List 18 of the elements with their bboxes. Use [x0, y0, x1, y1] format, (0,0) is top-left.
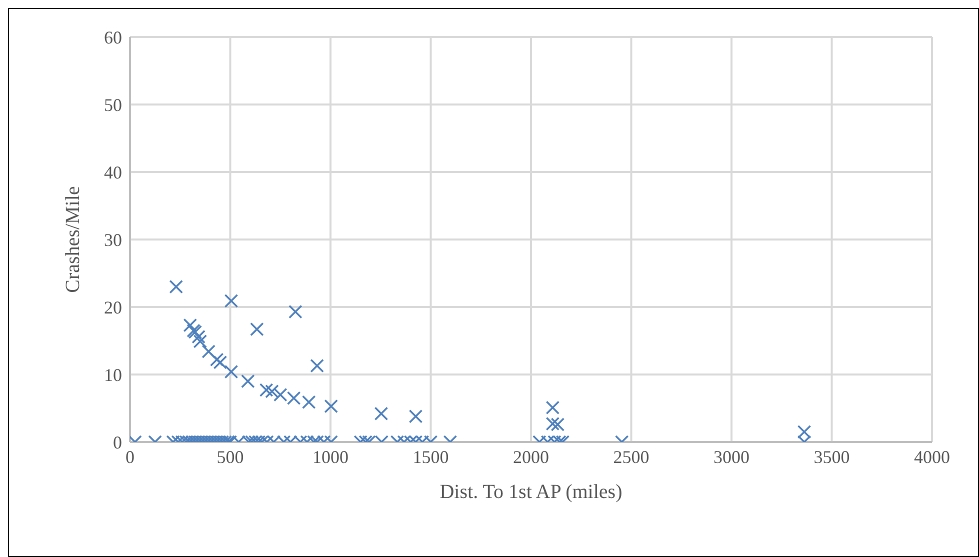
x-axis-title: Dist. To 1st AP (miles): [440, 481, 622, 503]
x-tick-label: 3000: [714, 446, 750, 467]
x-tick-label: 500: [216, 446, 244, 467]
y-tick-label: 30: [104, 230, 122, 250]
x-tick-label: 1500: [412, 446, 449, 467]
x-tick-label: 0: [126, 446, 134, 467]
x-tick-label: 1000: [312, 446, 348, 467]
y-tick-label: 50: [104, 94, 122, 115]
y-tick-label: 0: [113, 432, 122, 452]
y-tick-label: 60: [104, 27, 122, 48]
x-tick-label: 2500: [613, 446, 650, 467]
y-tick-label: 20: [104, 297, 122, 318]
y-tick-label: 10: [104, 364, 122, 385]
y-axis-title: Crashes/Mile: [62, 186, 84, 293]
x-tick-label: 3500: [814, 446, 850, 467]
x-tick-label: 2000: [513, 446, 549, 467]
y-tick-label: 40: [104, 162, 122, 182]
x-tick-label: 4000: [914, 446, 950, 467]
